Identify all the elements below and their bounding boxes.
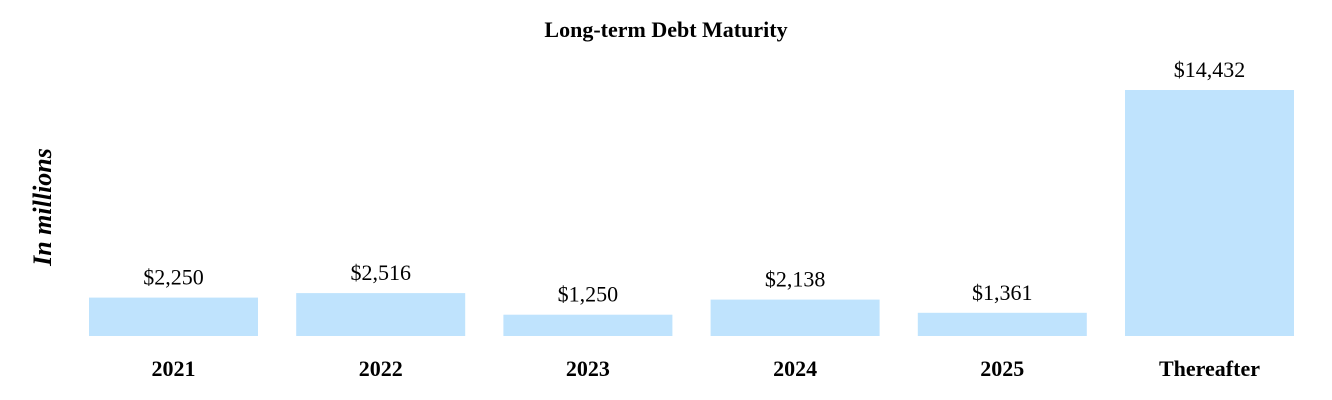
chart-title: Long-term Debt Maturity [544,17,787,42]
bar-2025 [917,312,1087,336]
category-label-2023: 2023 [566,356,610,381]
bar-2021 [89,297,258,336]
bar-2024 [710,299,880,336]
bar-2023 [503,314,673,336]
bars-group [89,90,1294,336]
category-label-2021: 2021 [152,356,196,381]
value-label-thereafter: $14,432 [1174,57,1246,82]
category-label-thereafter: Thereafter [1159,356,1260,381]
category-label-2025: 2025 [980,356,1024,381]
value-label-2022: $2,516 [350,260,411,285]
category-label-2024: 2024 [773,356,817,381]
value-label-2024: $2,138 [765,267,826,292]
category-labels-group: 2021 2022 2023 2024 2025 Thereafter [152,356,1261,381]
value-label-2025: $1,361 [972,280,1033,305]
value-label-2021: $2,250 [143,265,204,290]
value-labels-group: $2,250 $2,516 $1,250 $2,138 $1,361 $14,432 [143,57,1245,307]
y-axis-label: In millions [28,148,57,267]
bar-thereafter [1125,90,1294,336]
category-label-2022: 2022 [359,356,403,381]
bar-2022 [296,293,466,336]
value-label-2023: $1,250 [558,282,619,307]
